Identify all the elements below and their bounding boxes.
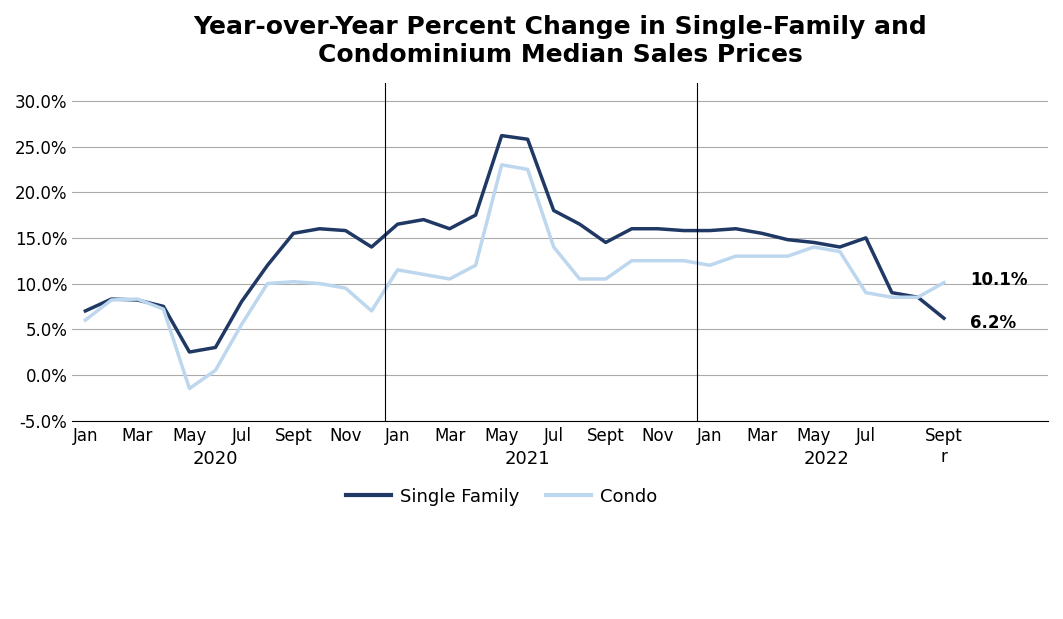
Line: Single Family: Single Family [85, 136, 944, 352]
Single Family [495, 132, 508, 139]
Condo [521, 166, 534, 173]
Condo [495, 161, 508, 168]
Single Family [600, 239, 612, 246]
Text: 10.1%: 10.1% [969, 271, 1028, 289]
Legend: Single Family, Condo: Single Family, Condo [338, 480, 664, 513]
Single Family [677, 227, 690, 234]
Condo [287, 278, 300, 285]
Single Family [547, 207, 560, 214]
Single Family [573, 220, 586, 228]
Condo [833, 248, 846, 255]
Single Family [183, 348, 196, 356]
Condo [443, 275, 456, 283]
Condo [781, 253, 794, 260]
Condo [885, 293, 898, 301]
Title: Year-over-Year Percent Change in Single-Family and
Condominium Median Sales Pric: Year-over-Year Percent Change in Single-… [193, 15, 927, 67]
Single Family [391, 220, 404, 228]
Condo [573, 275, 586, 283]
Condo [105, 297, 118, 304]
Condo [391, 266, 404, 274]
Single Family [79, 307, 91, 314]
Condo [677, 257, 690, 264]
Single Family [157, 303, 170, 310]
Text: 2020: 2020 [192, 450, 238, 468]
Condo [547, 243, 560, 251]
Single Family [756, 230, 769, 237]
Single Family [261, 262, 274, 269]
Condo [600, 275, 612, 283]
Condo [938, 279, 950, 287]
Condo [625, 257, 638, 264]
Condo [756, 253, 769, 260]
Line: Condo: Condo [85, 165, 944, 389]
Text: 2021: 2021 [505, 450, 551, 468]
Single Family [339, 227, 352, 234]
Condo [209, 366, 222, 374]
Single Family [443, 225, 456, 233]
Condo [314, 280, 326, 287]
Single Family [417, 216, 429, 223]
Single Family [235, 298, 248, 306]
Single Family [131, 297, 144, 304]
Single Family [469, 211, 482, 219]
Condo [235, 321, 248, 328]
Single Family [729, 225, 742, 233]
Single Family [652, 225, 664, 233]
Single Family [209, 344, 222, 351]
Single Family [366, 243, 378, 251]
Condo [729, 253, 742, 260]
Single Family [314, 225, 326, 233]
Condo [469, 262, 482, 269]
Condo [183, 385, 196, 392]
Condo [652, 257, 664, 264]
Single Family [808, 239, 821, 246]
Single Family [287, 230, 300, 237]
Condo [704, 262, 716, 269]
Condo [417, 271, 429, 278]
Single Family [704, 227, 716, 234]
Single Family [912, 293, 925, 301]
Condo [366, 307, 378, 314]
Condo [157, 305, 170, 313]
Text: 6.2%: 6.2% [969, 314, 1016, 332]
Single Family [833, 243, 846, 251]
Single Family [105, 295, 118, 303]
Condo [860, 289, 873, 297]
Single Family [521, 136, 534, 143]
Condo [912, 293, 925, 301]
Single Family [938, 314, 950, 322]
Single Family [860, 234, 873, 241]
Single Family [885, 289, 898, 297]
Condo [261, 280, 274, 287]
Condo [808, 243, 821, 251]
Single Family [781, 236, 794, 243]
Single Family [625, 225, 638, 233]
Condo [79, 316, 91, 324]
Text: 2022: 2022 [804, 450, 849, 468]
Condo [339, 284, 352, 292]
Condo [131, 295, 144, 303]
